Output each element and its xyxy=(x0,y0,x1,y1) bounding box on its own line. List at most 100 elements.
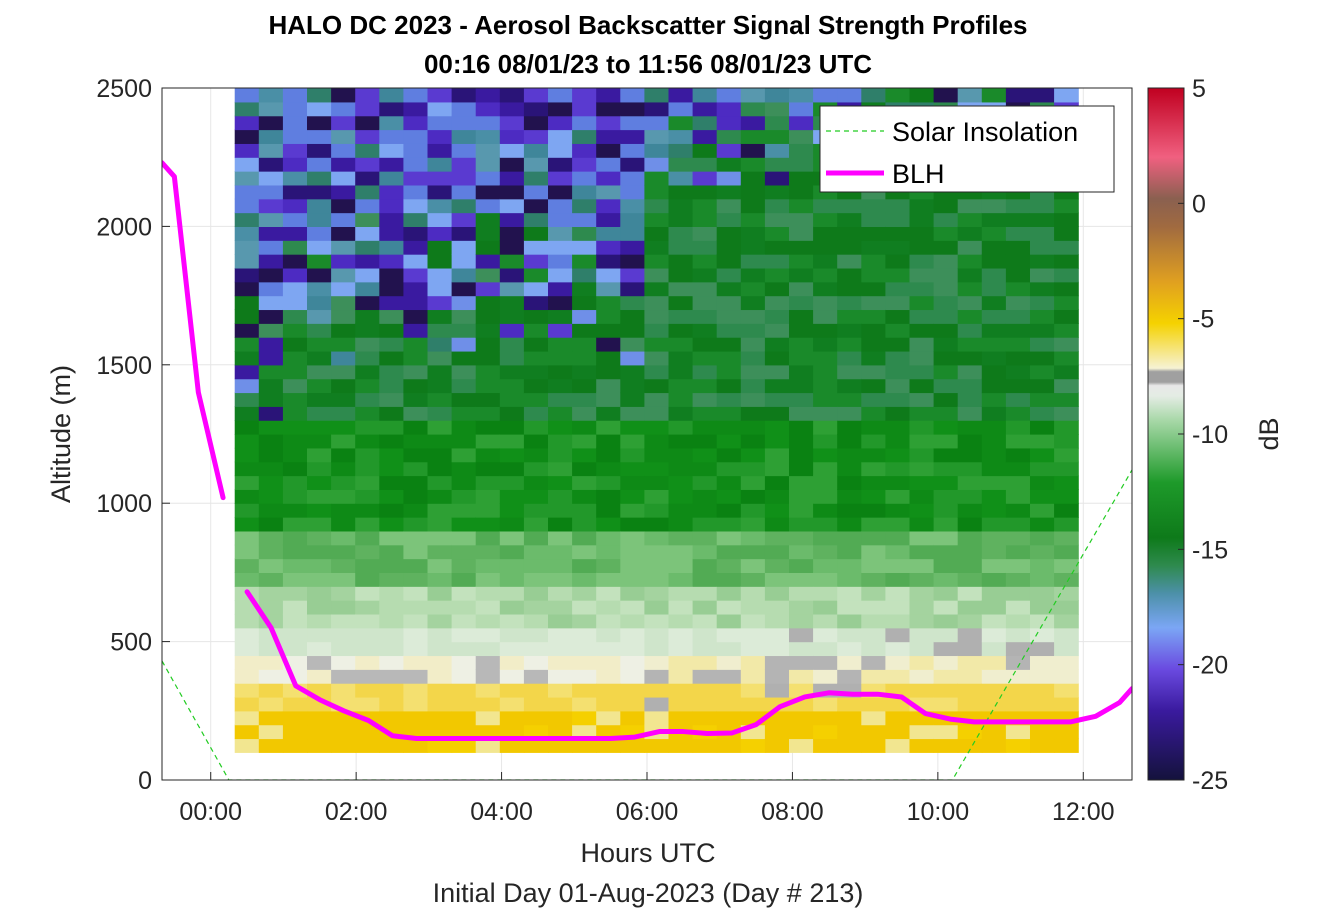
heatmap-cell xyxy=(668,461,694,477)
heatmap-cell xyxy=(861,489,886,504)
heatmap-cell xyxy=(523,586,549,601)
heatmap-cell xyxy=(355,309,380,324)
heatmap-cell xyxy=(499,184,525,200)
heatmap-cell xyxy=(403,696,429,712)
heatmap-cell xyxy=(548,544,573,560)
heatmap-cell xyxy=(620,364,645,380)
heatmap-cell xyxy=(523,88,549,103)
heatmap-cell xyxy=(909,295,935,311)
heatmap-cell xyxy=(692,198,718,214)
heatmap-cell xyxy=(523,669,549,684)
heatmap-cell xyxy=(499,530,525,546)
heatmap-cell xyxy=(499,129,525,144)
heatmap-cell xyxy=(499,198,525,214)
heatmap-cell xyxy=(1029,641,1055,657)
heatmap-cell xyxy=(789,669,814,684)
heatmap-cell xyxy=(307,171,332,186)
heatmap-cell xyxy=(1005,600,1031,615)
heatmap-cell xyxy=(379,171,405,186)
heatmap-cell xyxy=(981,337,1007,352)
heatmap-cell xyxy=(403,281,429,297)
heatmap-cell xyxy=(355,461,380,477)
heatmap-cell xyxy=(909,267,935,283)
heatmap-cell xyxy=(644,710,670,726)
heatmap-cell xyxy=(789,254,814,269)
heatmap-cell xyxy=(307,88,332,103)
heatmap-cell xyxy=(644,683,670,698)
heatmap-cell xyxy=(716,572,742,587)
heatmap-cell xyxy=(379,586,405,601)
heatmap-cell xyxy=(789,738,814,753)
heatmap-cell xyxy=(789,724,814,740)
heatmap-cell xyxy=(403,600,429,615)
heatmap-cell xyxy=(789,613,814,629)
heatmap-cell xyxy=(499,226,525,241)
heatmap-cell xyxy=(1029,530,1055,546)
heatmap-cell xyxy=(1029,447,1055,463)
heatmap-cell xyxy=(1054,517,1079,532)
heatmap-cell xyxy=(282,171,308,186)
heatmap-cell xyxy=(692,378,718,394)
heatmap-cell xyxy=(234,558,260,573)
legend-solar-label: Solar Insolation xyxy=(892,117,1078,147)
heatmap-cell xyxy=(837,655,862,670)
heatmap-cell xyxy=(307,489,332,504)
heatmap-cell xyxy=(1054,544,1079,560)
heatmap-cell xyxy=(764,434,790,449)
heatmap-cell xyxy=(1029,517,1055,532)
heatmap-cell xyxy=(258,88,284,103)
heatmap-cell xyxy=(933,586,959,601)
heatmap-cell xyxy=(861,696,886,712)
heatmap-cell xyxy=(644,613,670,629)
heatmap-cell xyxy=(789,350,814,366)
heatmap-cell xyxy=(716,683,742,698)
heatmap-cell xyxy=(909,530,935,546)
heatmap-cell xyxy=(885,364,911,380)
heatmap-cell xyxy=(475,392,501,407)
heatmap-cell xyxy=(644,544,670,560)
heatmap-cell xyxy=(355,157,380,172)
y-tick-label: 1000 xyxy=(96,490,152,518)
legend-blh-label: BLH xyxy=(892,159,945,189)
heatmap-cell xyxy=(764,323,790,338)
heatmap-cell xyxy=(957,420,983,435)
heatmap-cell xyxy=(355,281,380,297)
heatmap-cell xyxy=(331,295,356,311)
heatmap-cell xyxy=(427,267,453,283)
heatmap-cell xyxy=(475,627,501,643)
heatmap-cell xyxy=(813,309,838,324)
heatmap-cell xyxy=(307,641,332,657)
heatmap-cell xyxy=(813,738,838,753)
heatmap-cell xyxy=(427,392,453,407)
heatmap-cell xyxy=(548,600,573,615)
heatmap-cell xyxy=(1054,281,1079,297)
heatmap-cell xyxy=(909,392,935,407)
heatmap-cell xyxy=(403,198,429,214)
heatmap-cell xyxy=(403,420,429,435)
heatmap-cell xyxy=(427,447,453,463)
heatmap-cell xyxy=(451,586,477,601)
heatmap-cell xyxy=(596,392,621,407)
heatmap-cell xyxy=(789,198,814,214)
heatmap-cell xyxy=(837,586,862,601)
heatmap-cell xyxy=(716,641,742,657)
heatmap-cell xyxy=(885,378,911,394)
heatmap-cell xyxy=(668,544,694,560)
heatmap-cell xyxy=(1054,724,1079,740)
heatmap-cell xyxy=(1005,669,1031,684)
heatmap-cell xyxy=(981,350,1007,366)
heatmap-cell xyxy=(837,641,862,657)
heatmap-cell xyxy=(885,517,911,532)
heatmap-cell xyxy=(548,641,573,657)
heatmap-cell xyxy=(885,586,911,601)
heatmap-cell xyxy=(427,600,453,615)
heatmap-cell xyxy=(716,184,742,200)
heatmap-cell xyxy=(379,406,405,421)
heatmap-cell xyxy=(620,738,645,753)
x-tick-label: 00:00 xyxy=(179,798,242,826)
heatmap-cell xyxy=(885,600,911,615)
heatmap-cell xyxy=(837,738,862,753)
heatmap-cell xyxy=(499,517,525,532)
heatmap-cell xyxy=(331,184,356,200)
heatmap-cell xyxy=(331,281,356,297)
